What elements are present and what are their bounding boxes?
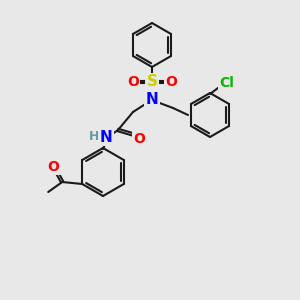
Text: S: S	[146, 74, 158, 89]
Text: H: H	[88, 130, 99, 143]
Text: O: O	[127, 75, 139, 89]
Text: O: O	[47, 160, 59, 174]
Text: Cl: Cl	[220, 76, 234, 90]
Text: O: O	[165, 75, 177, 89]
Text: N: N	[100, 130, 112, 145]
Text: N: N	[146, 92, 158, 107]
Text: O: O	[133, 132, 145, 146]
